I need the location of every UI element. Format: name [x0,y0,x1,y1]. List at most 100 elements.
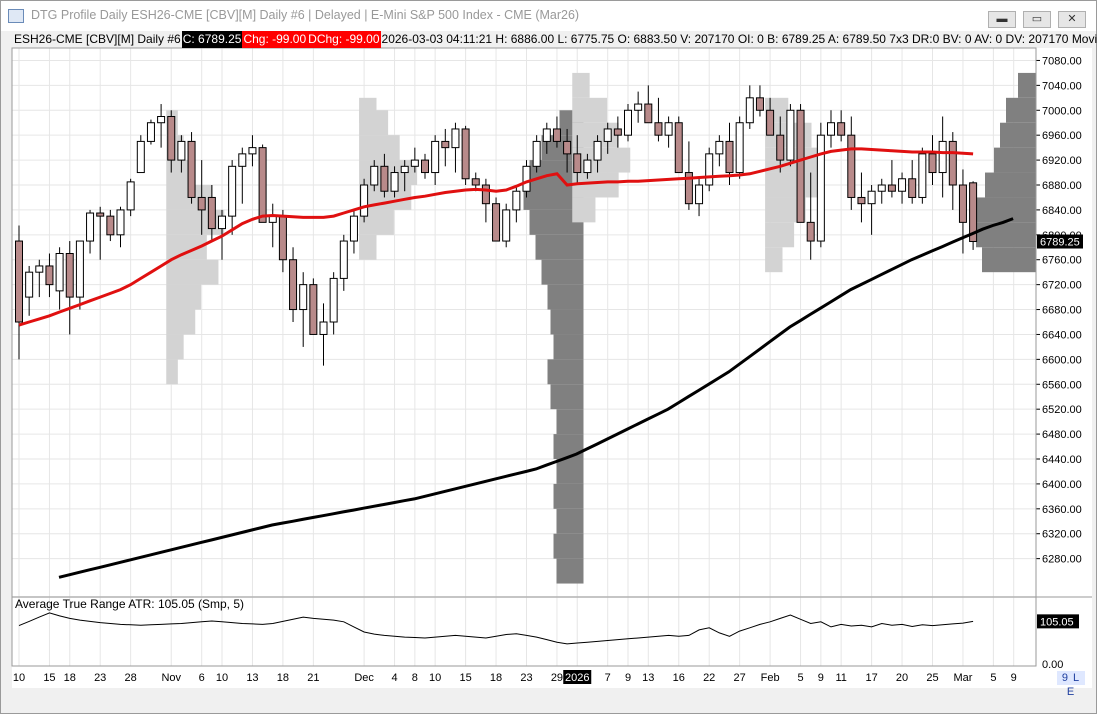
candle-body [400,165,409,174]
candle [827,110,835,148]
candle [431,135,440,185]
time-tick-label: 7 [605,672,611,684]
time-tick-label: 23 [520,672,532,684]
close-icon: ✕ [1067,13,1077,25]
candle-body [695,184,704,205]
time-tick-label: 23 [94,672,106,684]
candle-body [299,284,308,311]
candle [542,122,551,154]
candle-body [918,153,927,198]
app-icon [8,9,24,23]
candle-body [116,209,125,236]
candle-body [25,271,34,298]
candle-body [228,165,237,217]
price-tick-label: 6840.00 [1042,205,1082,217]
candle [157,104,166,148]
candle [289,247,298,322]
candle-body [96,212,105,217]
candle [410,147,419,173]
price-tick-label: 6640.00 [1042,329,1082,341]
profile-bar [1000,122,1036,148]
profile-bar [556,508,584,534]
profile-bar [982,247,1036,273]
profile-bar [985,172,1036,198]
price-tick-label: 6880.00 [1042,180,1082,192]
candle [75,240,84,310]
candle [857,172,866,223]
price-tick-label: 6680.00 [1042,305,1082,317]
profile-bar [976,197,1036,223]
profile-bar [572,97,608,123]
candle-body [654,122,663,136]
candle-body [238,153,247,167]
candle [299,272,308,347]
price-tick-label: 6600.00 [1042,354,1082,366]
time-tick-label: Dec [354,672,374,684]
candle-body [512,190,521,211]
window-title: DTG Profile Daily ESH26-CME [CBV][M] Dai… [31,8,580,22]
close-button[interactable]: ✕ [1058,11,1086,28]
time-tick-label: 29 [551,672,563,684]
candle-body [745,97,754,124]
title-bar[interactable]: DTG Profile Daily ESH26-CME [CBV][M] Dai… [1,1,1096,31]
candle [492,197,501,242]
candle [238,147,247,204]
candle-body [705,153,714,186]
maximize-button[interactable]: ▭ [1023,11,1051,28]
candle-body [126,181,135,211]
candle [522,160,531,198]
candle [613,116,622,148]
info-details: 2026-03-03 04:11:21 H: 6886.00 L: 6775.7… [381,32,1097,46]
candle [370,160,379,192]
candle [634,91,643,123]
profile-bar [556,459,584,484]
candle [339,234,348,291]
candle-body [380,165,389,192]
profile-bar [166,309,196,335]
atr-line [18,612,974,645]
maximize-icon: ▭ [1031,13,1043,25]
candle-body [674,122,683,174]
candle [806,172,815,260]
info-bar: ESH26-CME [CBV][M] Daily #6 C: 6789.25 Chg… [13,31,1097,48]
time-tick-label: 8 [412,672,418,684]
candle [552,116,561,148]
candle [969,181,978,250]
candle [532,135,541,173]
candle [563,128,572,173]
time-tick-label: 15 [43,672,55,684]
candle-body [167,116,176,161]
chart-mode-badge[interactable]: 9 L E [1057,671,1085,698]
candle-body [248,147,257,155]
candle-body [410,159,419,167]
plot-frame [11,47,1037,667]
candle [228,160,237,235]
candle [898,172,907,204]
profile-bar [359,234,377,260]
candle [847,116,856,210]
profile-bar [166,284,202,310]
time-tick-label: Nov [161,672,181,684]
volume-profile [976,72,1036,273]
profile-bar [359,135,400,161]
time-tick-label: 4 [391,672,397,684]
price-tick-label: 6320.00 [1042,529,1082,541]
candle [624,104,632,142]
atr-plot-area [12,598,1036,666]
candle-body [136,140,145,174]
profile-bar [1018,72,1036,98]
info-change: Chg: -99.00 [242,31,308,48]
profile-bar [166,359,178,385]
minimize-icon: ▬ [996,13,1008,25]
time-tick-label: 13 [246,672,258,684]
time-tick-label: 28 [125,672,137,684]
profile-bar [166,334,184,360]
candle-body [502,209,511,242]
candle-body [867,190,876,205]
candle-body [776,134,785,161]
profile-bar [553,533,584,559]
profile-bar [535,234,584,260]
candle-body [766,109,775,136]
minimize-button[interactable]: ▬ [988,11,1016,28]
